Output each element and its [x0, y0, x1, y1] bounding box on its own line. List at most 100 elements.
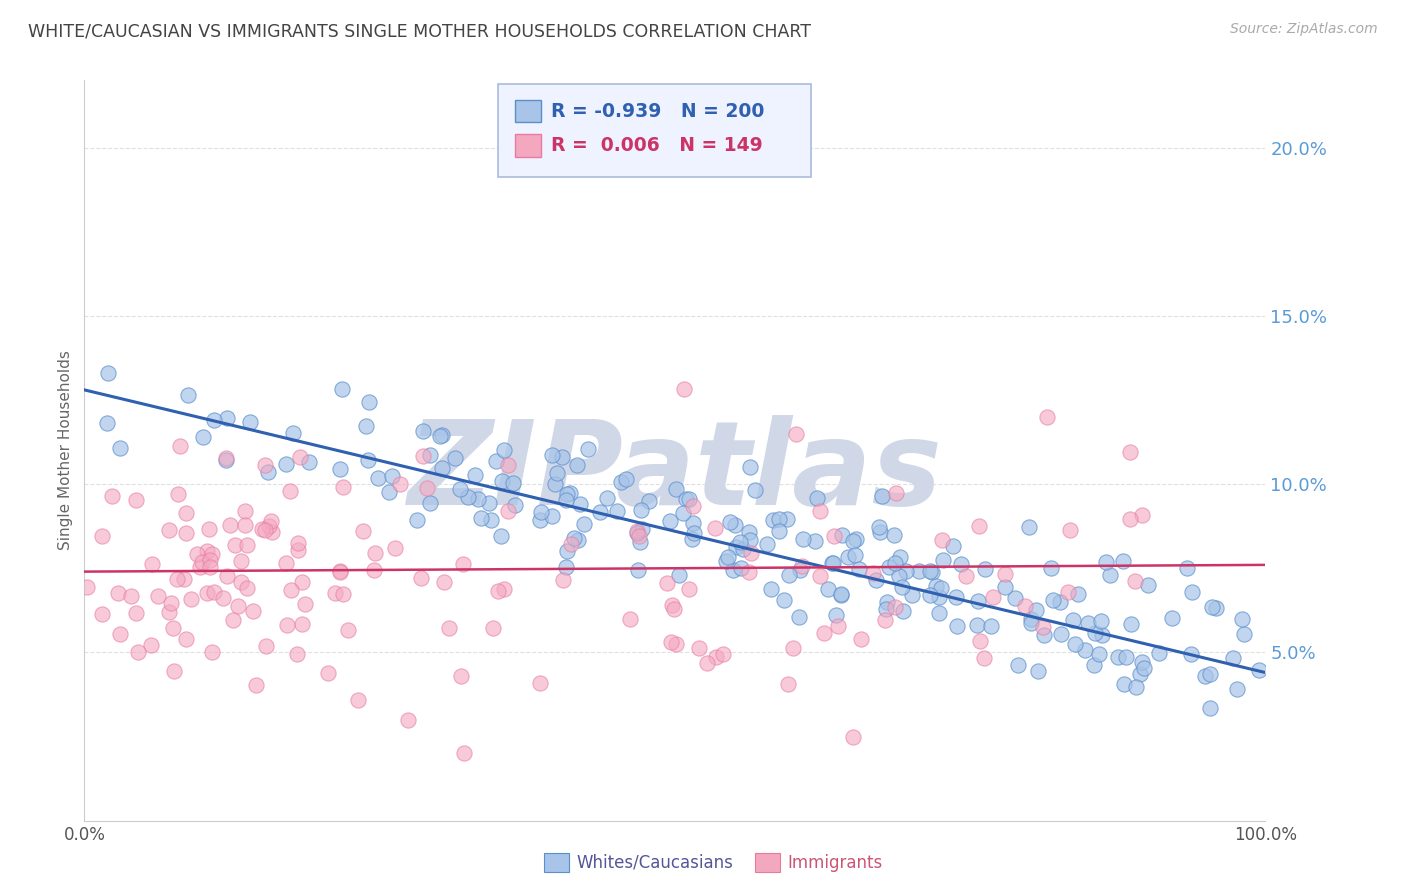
Point [108, 627, 131, 641]
Point [108, 442, 131, 456]
Point [347, 693, 370, 707]
Point [195, 544, 218, 558]
Point [589, 505, 612, 519]
Point [738, 525, 761, 540]
Point [233, 518, 256, 533]
Text: WHITE/CAUCASIAN VS IMMIGRANTS SINGLE MOTHER HOUSEHOLDS CORRELATION CHART: WHITE/CAUCASIAN VS IMMIGRANTS SINGLE MOT… [28, 22, 811, 40]
Point [541, 448, 564, 462]
Point [260, 525, 283, 540]
Point [1004, 591, 1026, 606]
Point [1042, 593, 1064, 607]
Point [457, 490, 479, 504]
Point [981, 591, 1004, 605]
Point [1194, 669, 1216, 683]
Point [406, 514, 429, 528]
Point [1181, 584, 1204, 599]
Point [555, 560, 578, 574]
Point [503, 498, 526, 512]
Point [439, 621, 461, 635]
Point [357, 453, 380, 467]
Point [157, 523, 180, 537]
Point [280, 582, 302, 597]
Point [673, 382, 696, 396]
Point [825, 608, 848, 623]
Point [678, 491, 700, 506]
Point [125, 606, 148, 620]
Point [918, 588, 941, 602]
Point [202, 585, 225, 599]
Point [808, 503, 831, 517]
Point [890, 580, 912, 594]
Point [929, 581, 952, 595]
Point [790, 558, 813, 573]
Point [942, 539, 965, 553]
Point [683, 526, 706, 541]
Point [724, 517, 747, 532]
Point [329, 461, 352, 475]
Point [449, 483, 471, 497]
Point [1112, 676, 1135, 690]
Point [627, 529, 650, 543]
Point [658, 514, 681, 528]
Point [294, 597, 316, 611]
Point [364, 546, 387, 560]
Point [619, 612, 641, 626]
Point [655, 576, 678, 591]
Point [755, 536, 778, 550]
Point [163, 665, 186, 679]
Point [274, 457, 297, 471]
Point [224, 538, 246, 552]
Point [274, 557, 297, 571]
Text: Source: ZipAtlas.com: Source: ZipAtlas.com [1230, 22, 1378, 37]
Point [1040, 561, 1063, 575]
Point [568, 497, 591, 511]
Point [823, 528, 845, 542]
Point [714, 554, 737, 568]
Point [337, 623, 360, 637]
Point [1064, 637, 1087, 651]
Point [555, 493, 578, 508]
Point [215, 568, 238, 582]
Point [186, 547, 208, 561]
Point [120, 590, 142, 604]
Point [430, 428, 453, 442]
Point [76, 580, 98, 594]
Point [553, 574, 575, 588]
Point [661, 635, 683, 649]
Point [491, 529, 513, 543]
Point [530, 505, 553, 519]
Point [792, 532, 814, 546]
Point [721, 563, 744, 577]
Point [768, 512, 790, 526]
Point [1226, 682, 1249, 697]
Point [450, 669, 472, 683]
Point [891, 604, 914, 618]
Point [1199, 701, 1222, 715]
Point [239, 416, 262, 430]
Point [180, 591, 202, 606]
Point [1199, 667, 1222, 681]
Point [817, 582, 839, 597]
Point [253, 458, 276, 472]
Point [478, 496, 501, 510]
Point [806, 491, 828, 505]
Point [1205, 601, 1227, 615]
Point [555, 487, 578, 501]
Point [167, 487, 190, 501]
Point [626, 524, 648, 539]
Point [842, 533, 865, 548]
Point [276, 618, 298, 632]
Point [789, 563, 811, 577]
Point [236, 538, 259, 552]
Point [889, 549, 911, 564]
Point [862, 566, 884, 581]
Point [718, 515, 741, 529]
Point [681, 532, 703, 546]
Point [451, 557, 474, 571]
Point [233, 504, 256, 518]
Point [215, 411, 238, 425]
Point [543, 476, 565, 491]
Point [576, 442, 599, 457]
Point [1033, 628, 1056, 642]
Point [377, 484, 399, 499]
